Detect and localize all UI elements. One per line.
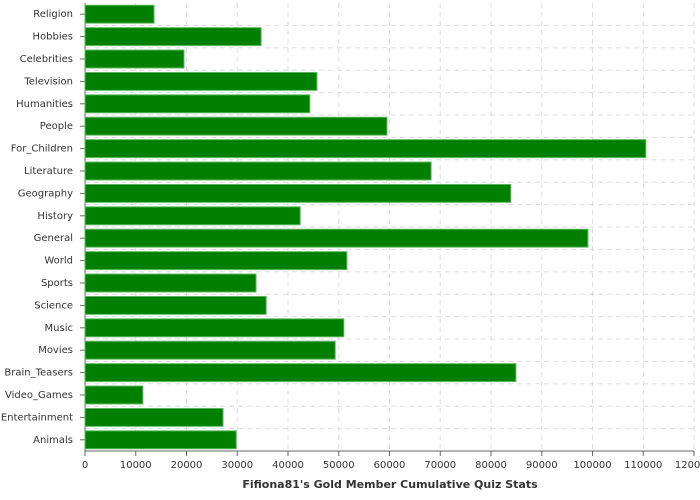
y-tick-label: Celebrities bbox=[20, 54, 73, 65]
bar bbox=[84, 4, 155, 24]
y-tick-label: Brain_Teasers bbox=[4, 368, 73, 379]
bar bbox=[84, 430, 237, 450]
y-tick-label: General bbox=[34, 233, 73, 244]
bar bbox=[84, 94, 311, 114]
x-tick-label: 10000 bbox=[120, 460, 152, 471]
bar bbox=[84, 251, 348, 271]
x-tick-label: 50000 bbox=[323, 460, 355, 471]
x-tick-label: 90000 bbox=[526, 460, 558, 471]
bar bbox=[84, 71, 318, 91]
x-tick-label: 60000 bbox=[374, 460, 406, 471]
bar bbox=[84, 385, 144, 405]
bar bbox=[84, 295, 267, 315]
x-tick-label: 80000 bbox=[475, 460, 507, 471]
y-tick-label: Animals bbox=[33, 435, 73, 446]
y-tick-label: Geography bbox=[18, 188, 73, 199]
y-tick-label: History bbox=[37, 211, 73, 222]
x-tick-label: 110000 bbox=[624, 460, 662, 471]
x-tick-label: 70000 bbox=[424, 460, 456, 471]
y-tick-label: Sports bbox=[41, 278, 73, 289]
bar bbox=[84, 183, 512, 203]
y-tick-label: Science bbox=[34, 300, 73, 311]
y-tick-label: Entertainment bbox=[1, 412, 73, 423]
bar bbox=[84, 340, 336, 360]
x-tick-label: 30000 bbox=[221, 460, 253, 471]
x-tick-label: 20000 bbox=[171, 460, 203, 471]
bar bbox=[84, 363, 517, 383]
y-tick-label: For_Children bbox=[11, 144, 73, 155]
bar bbox=[84, 161, 432, 181]
y-tick-label: Humanities bbox=[16, 99, 73, 110]
bar bbox=[84, 139, 647, 159]
y-tick-label: People bbox=[40, 121, 73, 132]
y-tick-label: Literature bbox=[24, 166, 73, 177]
x-tick-label: 100000 bbox=[573, 460, 611, 471]
y-tick-label: Music bbox=[45, 323, 73, 334]
y-tick-label: Video_Games bbox=[5, 390, 73, 401]
y-tick-label: World bbox=[44, 256, 73, 267]
bar bbox=[84, 318, 345, 338]
x-tick-label: 0 bbox=[82, 460, 88, 471]
bar bbox=[84, 228, 589, 248]
y-tick-label: Hobbies bbox=[33, 32, 73, 43]
bar bbox=[84, 273, 257, 293]
bar bbox=[84, 49, 185, 69]
bar bbox=[84, 206, 301, 226]
y-tick-label: Television bbox=[23, 76, 73, 87]
x-tick-label: 40000 bbox=[272, 460, 304, 471]
y-tick-label: Movies bbox=[38, 345, 73, 356]
y-tick-label: Religion bbox=[33, 9, 73, 20]
chart-title: Fifiona81's Gold Member Cumulative Quiz … bbox=[242, 478, 538, 491]
x-tick-label: 120000 bbox=[675, 460, 700, 471]
bar bbox=[84, 27, 262, 47]
bar bbox=[84, 407, 224, 427]
bar bbox=[84, 116, 388, 136]
